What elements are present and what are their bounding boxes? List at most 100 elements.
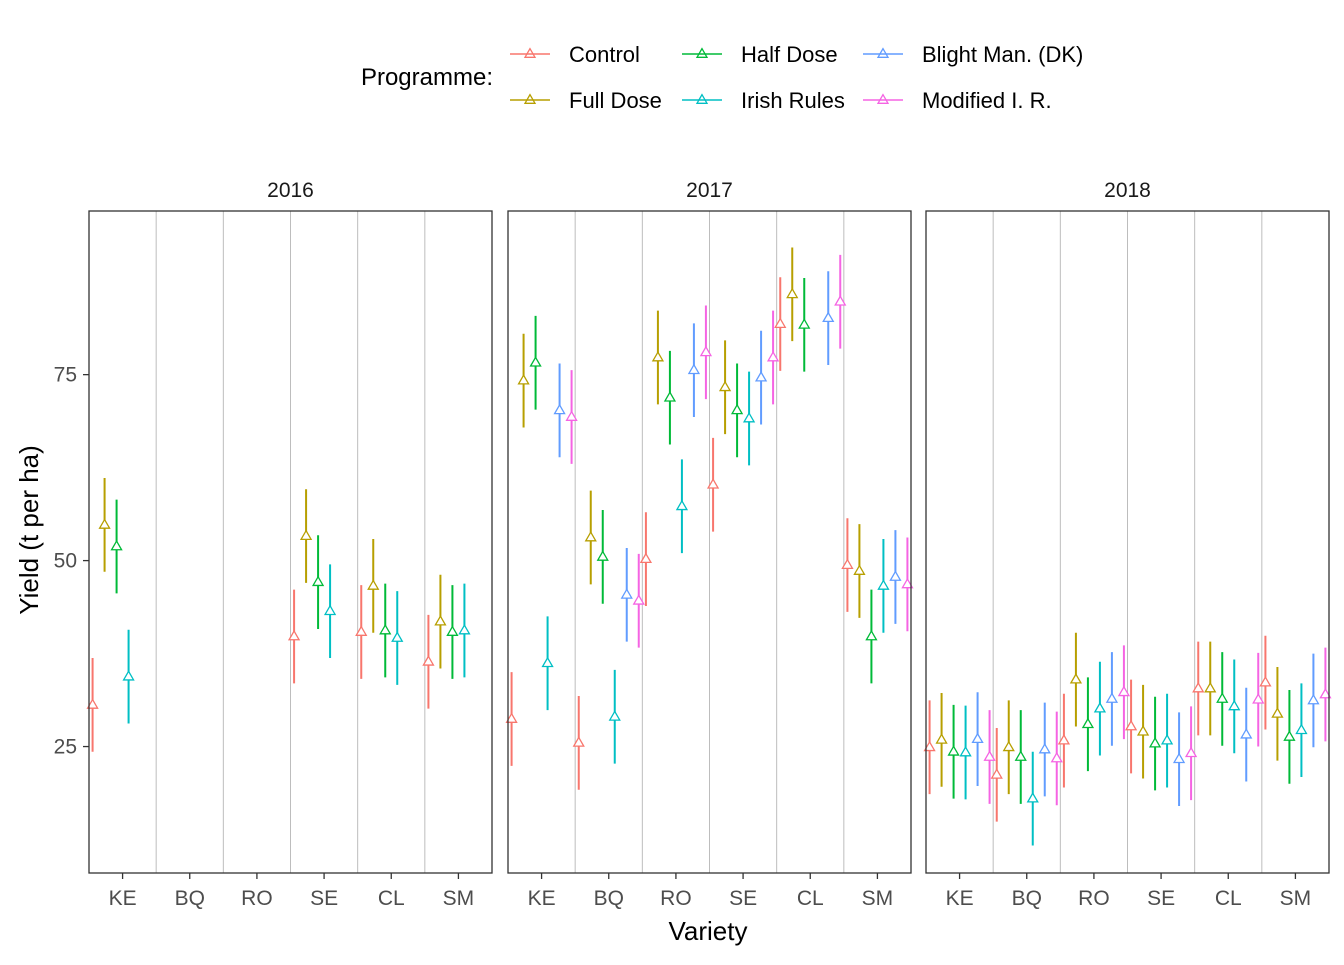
data-point (379, 583, 392, 678)
data-point (584, 490, 597, 585)
series-group (553, 271, 902, 642)
legend-item: Half Dose (682, 42, 838, 67)
data-point (1283, 690, 1296, 784)
point-marker (865, 629, 878, 641)
legend-key-marker (876, 93, 890, 104)
data-point (889, 530, 902, 624)
point-marker (379, 623, 392, 635)
data-point (1117, 645, 1131, 740)
point-marker (299, 529, 313, 540)
point-marker (639, 552, 653, 564)
data-point (853, 524, 866, 618)
point-marker (517, 373, 530, 385)
y-tick-label: 50 (54, 550, 77, 573)
x-axis-label: Variety (669, 916, 748, 946)
point-marker (923, 740, 936, 752)
x-tick-label: BQ (1012, 887, 1042, 910)
point-marker (1081, 717, 1095, 729)
legend-label: Full Dose (569, 88, 662, 113)
point-marker (608, 710, 621, 721)
point-marker (1240, 727, 1253, 739)
series-group (505, 277, 854, 790)
series-group (541, 371, 890, 764)
point-marker (632, 594, 645, 605)
point-marker (110, 539, 123, 551)
data-point (367, 539, 380, 633)
point-marker (1192, 681, 1205, 693)
panel-border (925, 210, 1330, 874)
data-point (541, 616, 554, 711)
data-point (355, 585, 368, 679)
point-marker (323, 604, 337, 616)
point-marker (1307, 693, 1320, 705)
point-marker (1319, 687, 1332, 699)
point-marker (541, 656, 554, 668)
point-marker (1026, 791, 1039, 803)
data-point (834, 254, 847, 349)
point-marker (1259, 675, 1272, 687)
series-group (971, 652, 1320, 807)
data-point (1050, 711, 1063, 806)
point-marker (529, 356, 542, 367)
legend-label: Half Dose (741, 42, 838, 67)
data-point (122, 629, 135, 724)
data-point (675, 459, 689, 554)
point-marker (98, 518, 111, 529)
series-group (923, 635, 1272, 822)
x-tick-label: BQ (175, 887, 205, 910)
series-group (110, 499, 459, 679)
legend-key-marker (695, 47, 709, 58)
x-tick-label: SE (729, 887, 757, 910)
x-tick-label: KE (946, 887, 974, 910)
point-marker (1002, 740, 1015, 752)
point-marker (1117, 685, 1131, 697)
facet-panels: 2016 KE BQ RO SE CL SM 2017 KE BQ RO SE CL SM 2018 KE BQ… (54, 179, 1332, 910)
legend-title: Programme: (361, 64, 493, 91)
data-point (706, 437, 720, 532)
data-point (1026, 751, 1039, 846)
data-point (299, 489, 313, 583)
point-marker (1204, 681, 1217, 693)
x-tick-label: RO (1078, 887, 1110, 910)
data-point (1002, 700, 1015, 795)
data-point (1252, 652, 1265, 747)
data-point (1069, 632, 1083, 727)
data-point (1081, 677, 1095, 772)
point-marker (505, 712, 518, 723)
data-point (1160, 693, 1174, 788)
data-point (1271, 666, 1284, 761)
data-point (596, 510, 609, 604)
point-marker (1228, 699, 1241, 711)
point-marker (553, 403, 566, 415)
series-group (86, 585, 435, 752)
data-point (311, 535, 325, 630)
x-tick-label: KE (109, 887, 137, 910)
data-point (323, 564, 337, 659)
legend-label: Modified I. R. (922, 88, 1052, 113)
data-point (565, 370, 578, 464)
data-point (865, 589, 878, 684)
data-point (1307, 653, 1320, 748)
data-point (947, 704, 960, 799)
point-marker (766, 350, 780, 362)
point-marker (877, 579, 890, 590)
point-marker (730, 403, 744, 415)
point-marker (1160, 733, 1174, 745)
legend-item: Blight Man. (DK) (863, 42, 1083, 67)
x-tick-label: SM (443, 887, 475, 910)
facet-strip-label: 2016 (267, 179, 314, 202)
point-marker (853, 564, 866, 575)
data-point (959, 705, 972, 800)
data-point (608, 669, 621, 764)
data-point (517, 333, 530, 428)
series-group (122, 564, 471, 724)
point-marker (1069, 672, 1083, 684)
point-marker (959, 745, 972, 757)
data-point (1093, 661, 1107, 756)
x-tick-label: SE (1147, 887, 1175, 910)
legend-label: Control (569, 42, 640, 67)
point-marker (754, 370, 768, 382)
point-marker (86, 698, 99, 709)
